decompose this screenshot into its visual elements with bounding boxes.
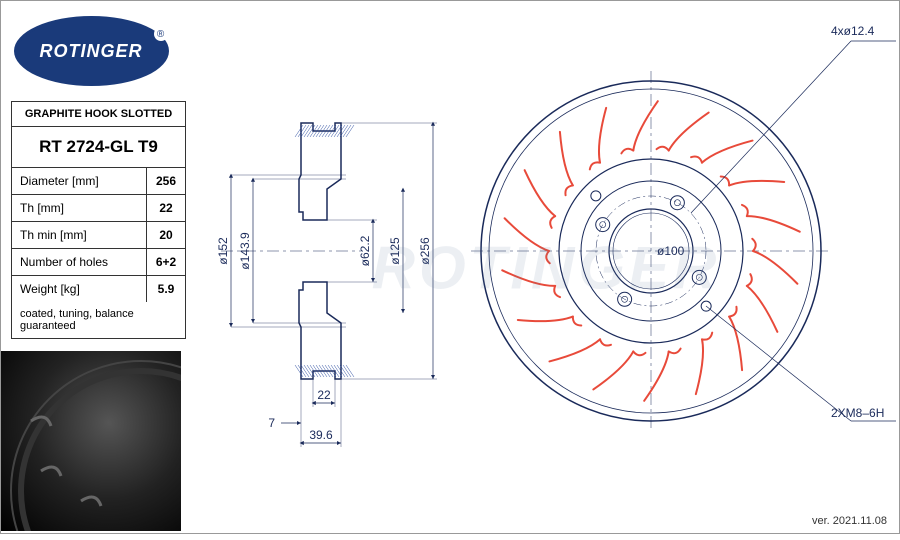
svg-text:22: 22 [317,388,331,402]
spec-note: coated, tuning, balance guaranteed [12,302,185,338]
spec-panel: GRAPHITE HOOK SLOTTED RT 2724-GL T9 Diam… [11,101,186,339]
spec-label: Diameter [mm] [12,168,147,194]
svg-text:ø152: ø152 [216,237,230,265]
spec-row: Diameter [mm] 256 [12,168,185,195]
spec-row: Weight [kg] 5.9 [12,276,185,302]
product-title: GRAPHITE HOOK SLOTTED [12,102,185,127]
logo-text: ROTINGER [39,41,142,62]
spec-value: 256 [147,168,185,194]
svg-text:4xø12.4: 4xø12.4 [831,24,875,38]
spec-label: Th [mm] [12,195,147,221]
spec-value: 5.9 [147,276,185,302]
spec-row: Th min [mm] 20 [12,222,185,249]
photo-svg [1,351,181,531]
svg-text:ø143.9: ø143.9 [238,232,252,270]
svg-text:7: 7 [268,416,275,430]
part-number: RT 2724-GL T9 [12,127,185,168]
drawing-area: ROTINGER ø152ø143.9ø62.2ø125ø2562239.674… [191,1,900,535]
registered-mark: ® [154,27,168,41]
spec-row: Number of holes 6+2 [12,249,185,276]
spec-row: Th [mm] 22 [12,195,185,222]
logo-oval: ROTINGER ® [14,16,169,86]
svg-text:39.6: 39.6 [309,428,333,442]
spec-value: 22 [147,195,185,221]
spec-label: Weight [kg] [12,276,147,302]
svg-text:ø62.2: ø62.2 [358,235,372,266]
spec-value: 6+2 [147,249,185,275]
spec-label: Th min [mm] [12,222,147,248]
svg-text:2XM8–6H: 2XM8–6H [831,406,884,420]
svg-text:ø256: ø256 [418,237,432,265]
product-photo [1,351,181,531]
svg-text:ø125: ø125 [388,237,402,265]
version-label: ver. 2021.11.08 [812,515,887,527]
brand-logo: ROTINGER ® [11,11,171,91]
spec-value: 20 [147,222,185,248]
spec-label: Number of holes [12,249,147,275]
svg-text:ø100: ø100 [657,244,685,258]
technical-drawing: ø152 ø143.9 ø62.2 ø125 ø256 22 39.6 7 4xø12.4 2XM… [191,1,900,535]
